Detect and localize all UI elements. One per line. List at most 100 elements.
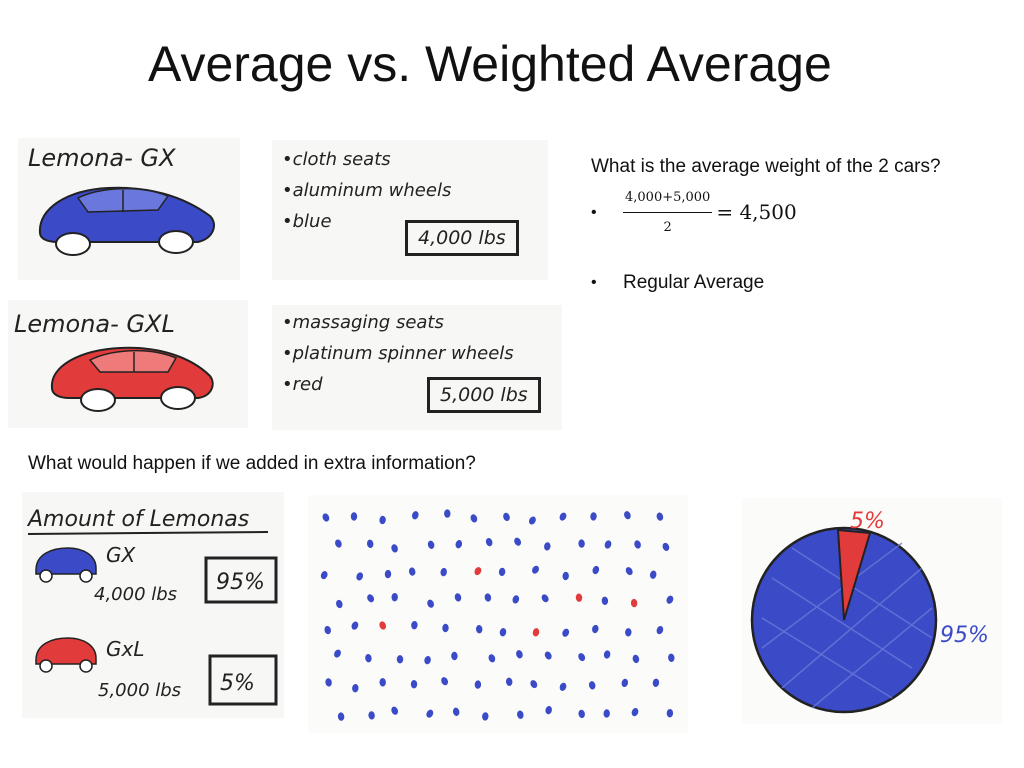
- blue-dot: [652, 678, 660, 687]
- blue-dot: [634, 540, 641, 549]
- feature-item: •aluminum wheels: [282, 180, 452, 201]
- blue-dot: [625, 567, 633, 576]
- car-gxl-name: Lemona- GXL: [14, 310, 175, 338]
- red-dot: [474, 567, 482, 576]
- pie-panel: 5% 95%: [742, 498, 1002, 724]
- feature-item: •blue: [282, 211, 332, 232]
- blue-car-drawing: [38, 186, 215, 256]
- blue-dot: [603, 650, 611, 659]
- formula-bullet: • 4,000+5,000 2 = 4,500: [591, 184, 991, 241]
- blue-dot: [498, 567, 506, 577]
- blue-dot: [391, 706, 399, 715]
- formula-result: = 4,500: [716, 200, 797, 224]
- blue-dot: [601, 596, 609, 605]
- blue-dot: [668, 653, 675, 662]
- blue-dot: [455, 540, 463, 549]
- blue-dot: [666, 595, 674, 604]
- car-gxl-weight: 5,000 lbs: [427, 377, 541, 413]
- blue-dot: [427, 599, 434, 608]
- blue-dot: [516, 650, 523, 659]
- amount-gxl-name: GxL: [106, 637, 144, 661]
- red-car-drawing: [50, 346, 214, 412]
- blue-dot: [322, 513, 330, 522]
- regular-average-bullet: • Regular Average: [591, 269, 991, 296]
- blue-dot: [559, 682, 567, 691]
- car-gxl-panel: Lemona- GXL: [8, 300, 248, 428]
- blue-dot: [379, 678, 386, 687]
- blue-dot: [451, 651, 458, 661]
- amount-gx-name: GX: [106, 543, 136, 567]
- blue-dot: [562, 628, 570, 637]
- blue-dot: [499, 628, 507, 637]
- amount-gxl-weight: 5,000 lbs: [98, 680, 181, 701]
- slide-title: Average vs. Weighted Average: [148, 36, 832, 92]
- blue-dot: [452, 707, 460, 716]
- red-dot: [575, 593, 583, 602]
- dots-panel: [308, 495, 688, 733]
- blue-dot: [656, 512, 664, 521]
- blue-dot: [514, 537, 522, 546]
- blue-dot: [441, 677, 449, 686]
- amount-of-lemonas-panel: Amount of Lemonas GX 4,000 lbs 95% GxL 5…: [22, 492, 284, 718]
- blue-dot: [588, 681, 596, 690]
- blue-car-small-icon: [35, 547, 97, 583]
- blue-dot: [350, 512, 358, 521]
- blue-dot: [335, 539, 342, 548]
- blue-dot: [337, 712, 345, 721]
- blue-dot: [562, 571, 569, 581]
- blue-dot: [427, 540, 435, 549]
- blue-dot: [351, 621, 359, 630]
- blue-dot: [336, 599, 343, 609]
- pie-label-small: 5%: [850, 509, 885, 534]
- car-gx-feature-list: •cloth seats •aluminum wheels •blue: [282, 144, 451, 237]
- red-dot: [630, 598, 638, 608]
- blue-dot: [592, 624, 599, 634]
- blue-dot: [366, 539, 374, 548]
- bullet-dot: •: [591, 274, 597, 291]
- car-gx-panel: Lemona- GX: [18, 138, 240, 280]
- blue-dot: [365, 654, 372, 663]
- blue-dot: [444, 509, 451, 518]
- blue-dot: [412, 511, 419, 520]
- blue-dot: [532, 565, 539, 574]
- blue-dot: [503, 512, 510, 522]
- blue-dot: [440, 567, 447, 577]
- car-gx-features-panel: •cloth seats •aluminum wheels •blue 4,00…: [272, 140, 548, 280]
- blue-dot: [488, 654, 496, 663]
- blue-dot: [603, 709, 610, 718]
- blue-dot: [485, 537, 493, 547]
- blue-dot: [662, 542, 670, 551]
- blue-dot: [352, 684, 359, 693]
- blue-dot: [411, 621, 418, 630]
- extra-information-question: What would happen if we added in extra i…: [28, 453, 476, 474]
- amount-gxl-percent: 5%: [220, 671, 255, 696]
- blue-dot: [356, 572, 364, 581]
- feature-item: •platinum spinner wheels: [282, 343, 514, 364]
- car-gxl-features-panel: •massaging seats •platinum spinner wheel…: [272, 305, 562, 430]
- red-dot: [379, 621, 387, 630]
- blue-dot: [544, 542, 551, 551]
- blue-dot: [559, 512, 567, 521]
- blue-dot: [505, 677, 513, 686]
- blue-dot: [384, 569, 392, 579]
- amount-gx-percent: 95%: [216, 570, 265, 595]
- blue-dot: [475, 625, 483, 634]
- pie-scribble: [761, 542, 933, 709]
- blue-dot: [454, 593, 462, 602]
- blue-dot: [625, 628, 632, 637]
- blue-dot: [632, 654, 640, 664]
- blue-dot: [325, 678, 332, 687]
- average-question: What is the average weight of the 2 cars…: [591, 156, 941, 177]
- blue-dot: [424, 655, 431, 665]
- amount-title: Amount of Lemonas: [26, 507, 249, 532]
- car-gx-name: Lemona- GX: [28, 144, 176, 172]
- red-dot: [532, 628, 540, 637]
- feature-item: •massaging seats: [282, 312, 444, 333]
- blue-dot: [624, 511, 631, 520]
- formula-fraction: 4,000+5,000 2: [623, 184, 713, 241]
- blue-dot: [631, 708, 639, 717]
- blue-dot: [320, 571, 328, 580]
- red-car-small-icon: [35, 637, 97, 673]
- blue-dot: [484, 593, 492, 602]
- blue-dot: [368, 711, 375, 720]
